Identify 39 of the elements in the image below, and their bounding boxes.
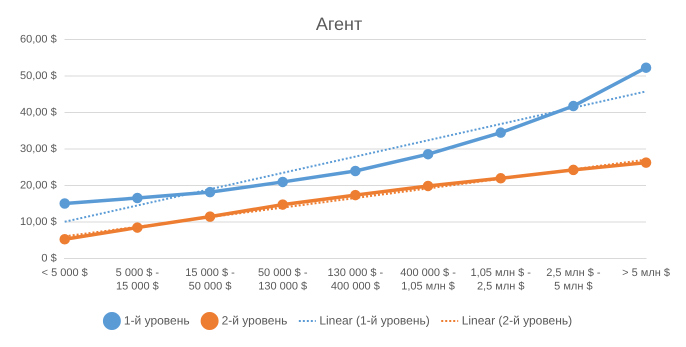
point: [204, 211, 216, 222]
x-tick-label: 400 000 $ - 1,05 млн $: [400, 267, 456, 292]
point: [277, 176, 288, 188]
legend-label: Linear (2-й уровень): [462, 313, 572, 328]
point: [568, 164, 579, 176]
x-tick-label: 50 000 $ - 130 000 $: [258, 267, 308, 292]
point: [204, 186, 216, 198]
x-tick-label: 1,05 млн $ - 2,5 млн $: [470, 267, 532, 292]
x-tick-label: < 5 000 $: [42, 267, 88, 280]
x-tick-label: 15 000 $ - 50 000 $: [185, 267, 236, 292]
x-tick-label: 5 000 $ - 15 000 $: [116, 267, 160, 292]
point: [59, 234, 70, 245]
point: [640, 62, 652, 73]
point: [495, 127, 506, 138]
y-tick-label: 50,00 $: [20, 70, 57, 82]
y-tick-label: 10,00 $: [20, 216, 57, 228]
y-tick-label: 20,00 $: [20, 180, 57, 192]
y-tick-label: 30,00 $: [20, 143, 57, 156]
point: [422, 180, 434, 192]
legend-label: 2-й уровень: [222, 313, 288, 328]
point: [350, 190, 361, 200]
point: [132, 222, 143, 233]
point: [132, 192, 143, 204]
x-tick-label: > 5 млн $: [622, 267, 670, 280]
x-tick-label: 2,5 млн $ - 5 млн $: [546, 267, 601, 292]
point: [422, 148, 434, 160]
y-tick-label: 40,00 $: [20, 106, 57, 119]
point: [59, 198, 70, 209]
x-tick-label: 130 000 $ - 400 000 $: [328, 267, 384, 292]
point: [568, 100, 579, 112]
y-tick-label: 0 $: [41, 252, 57, 265]
legend-label: 1-й уровень: [124, 313, 190, 328]
point: [350, 166, 361, 176]
legend-label: Linear (1-й уровень): [319, 313, 430, 328]
point: [640, 157, 652, 168]
point: [495, 173, 506, 184]
point: [277, 199, 288, 210]
chart-title: Агент: [316, 14, 362, 34]
y-tick-label: 60,00 $: [20, 34, 57, 46]
